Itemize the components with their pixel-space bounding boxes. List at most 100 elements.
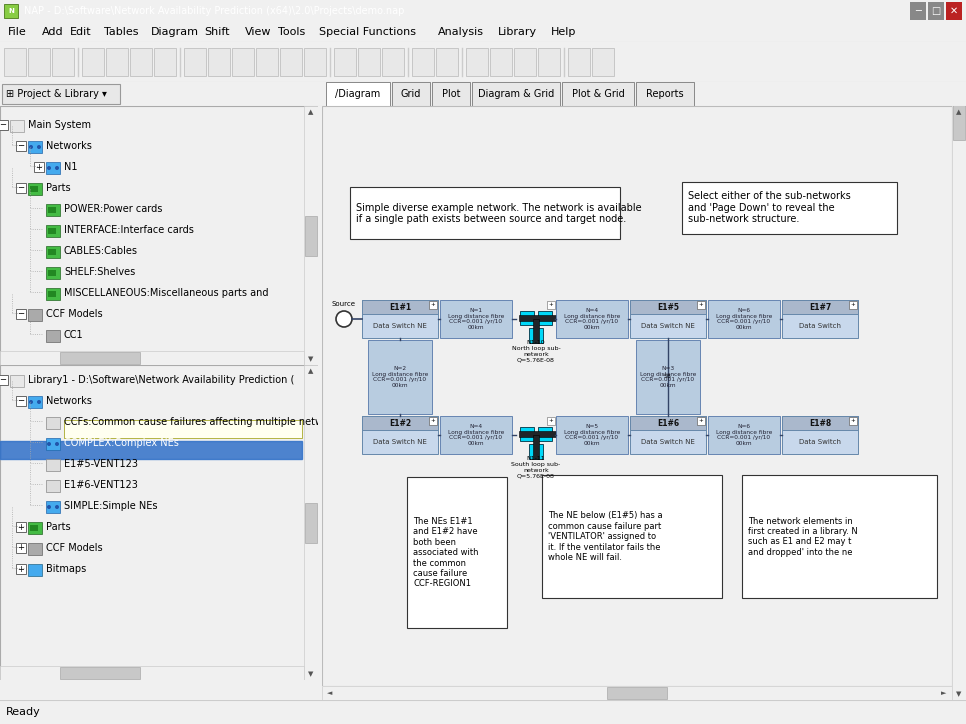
Bar (708, 416, 780, 454)
Text: COMPLEX:Complex NEs: COMPLEX:Complex NEs (64, 438, 179, 448)
Bar (46, 480, 60, 492)
Text: ▼: ▼ (308, 671, 314, 677)
Bar (82, 48, 104, 76)
Bar (16, 522, 26, 532)
Bar (636, 82, 694, 106)
Text: Shift: Shift (204, 27, 230, 37)
Bar (528, 444, 543, 458)
Text: ▲: ▲ (308, 368, 314, 374)
Bar (514, 48, 536, 76)
Text: Grid: Grid (401, 89, 421, 99)
Bar (106, 48, 128, 76)
Bar (562, 82, 634, 106)
Bar (466, 48, 488, 76)
Bar (46, 501, 60, 513)
Circle shape (29, 400, 33, 404)
Bar (537, 426, 552, 441)
Bar (362, 300, 438, 314)
Bar (358, 48, 380, 76)
Text: N=6
Long distance fibre
CCR=0.001 /yr/10
00km: N=6 Long distance fibre CCR=0.001 /yr/10… (716, 308, 772, 330)
Bar (0, 351, 304, 365)
Bar (520, 311, 534, 325)
Bar (547, 416, 554, 425)
Bar (0, 120, 8, 130)
Bar (532, 435, 539, 458)
Text: Tools: Tools (278, 27, 306, 37)
Bar (2, 84, 120, 104)
Bar (538, 48, 560, 76)
Text: E1#7: E1#7 (809, 303, 831, 312)
Bar (946, 2, 962, 20)
Text: E1#8: E1#8 (809, 418, 831, 428)
Bar (472, 82, 560, 106)
Text: Plot & Grid: Plot & Grid (572, 89, 624, 99)
Bar (607, 687, 667, 699)
Text: Data Switch NE: Data Switch NE (373, 323, 427, 329)
Bar (16, 183, 26, 193)
Text: +: + (17, 523, 24, 531)
Text: −: − (17, 309, 24, 319)
Text: Plot: Plot (441, 89, 460, 99)
Bar (350, 188, 620, 240)
Bar (630, 416, 706, 454)
Bar (556, 300, 628, 338)
Bar (547, 300, 554, 308)
Bar (849, 301, 857, 309)
Text: +: + (549, 418, 553, 423)
Bar (304, 48, 326, 76)
Bar (16, 543, 26, 553)
Bar (52, 48, 74, 76)
Bar (436, 48, 458, 76)
Text: Parts: Parts (46, 183, 71, 193)
Text: Networks: Networks (46, 396, 92, 406)
Text: NAP - D:\Software\Network Availability Prediction (x64)\2.0\Projects\demo.nap: NAP - D:\Software\Network Availability P… (24, 6, 405, 16)
Bar (532, 319, 539, 342)
Bar (334, 48, 356, 76)
Text: ⊞ Project & Library ▾: ⊞ Project & Library ▾ (6, 89, 107, 99)
Text: E1#6: E1#6 (657, 418, 679, 428)
Circle shape (55, 166, 59, 170)
Text: Bitmaps: Bitmaps (46, 564, 86, 574)
Bar (849, 417, 857, 425)
Bar (490, 48, 512, 76)
Bar (48, 249, 56, 255)
Text: INTERFACE:Interface cards: INTERFACE:Interface cards (64, 225, 194, 235)
Bar (362, 416, 438, 431)
Bar (16, 309, 26, 319)
Text: N=6
Long distance fibre
CCR=0.001 /yr/10
00km: N=6 Long distance fibre CCR=0.001 /yr/10… (716, 424, 772, 446)
Text: −: − (17, 183, 24, 193)
Bar (280, 48, 302, 76)
Bar (412, 48, 434, 76)
Circle shape (47, 505, 51, 509)
Bar (0, 441, 302, 459)
Text: View: View (244, 27, 271, 37)
Text: Library: Library (497, 27, 537, 37)
Bar (440, 300, 512, 338)
Bar (46, 162, 60, 174)
Text: +: + (431, 418, 436, 424)
Bar (782, 300, 858, 338)
Bar (660, 371, 676, 383)
Bar (46, 459, 60, 471)
Bar (407, 477, 507, 628)
Text: CCF Models: CCF Models (46, 543, 102, 553)
Text: +: + (36, 162, 43, 172)
Bar (782, 300, 858, 314)
Text: N=4
Long distance fibre
CCR=0.001 /yr/10
00km: N=4 Long distance fibre CCR=0.001 /yr/10… (448, 424, 504, 446)
Bar (305, 503, 317, 543)
Circle shape (55, 505, 59, 509)
Text: SIMPLE:Simple NEs: SIMPLE:Simple NEs (64, 501, 157, 511)
Text: CCF Models: CCF Models (46, 309, 102, 319)
Bar (4, 48, 26, 76)
Text: Special Functions: Special Functions (319, 27, 416, 37)
Bar (326, 82, 390, 106)
Circle shape (37, 400, 41, 404)
Bar (30, 186, 38, 192)
Bar (630, 416, 706, 431)
Text: Data Switch NE: Data Switch NE (641, 323, 695, 329)
Bar (519, 315, 559, 321)
Text: +: + (17, 565, 24, 573)
Text: +: + (549, 302, 553, 307)
Bar (10, 120, 24, 132)
Text: CCFs:Common cause failures affecting multiple network elements: CCFs:Common cause failures affecting mul… (64, 417, 387, 427)
